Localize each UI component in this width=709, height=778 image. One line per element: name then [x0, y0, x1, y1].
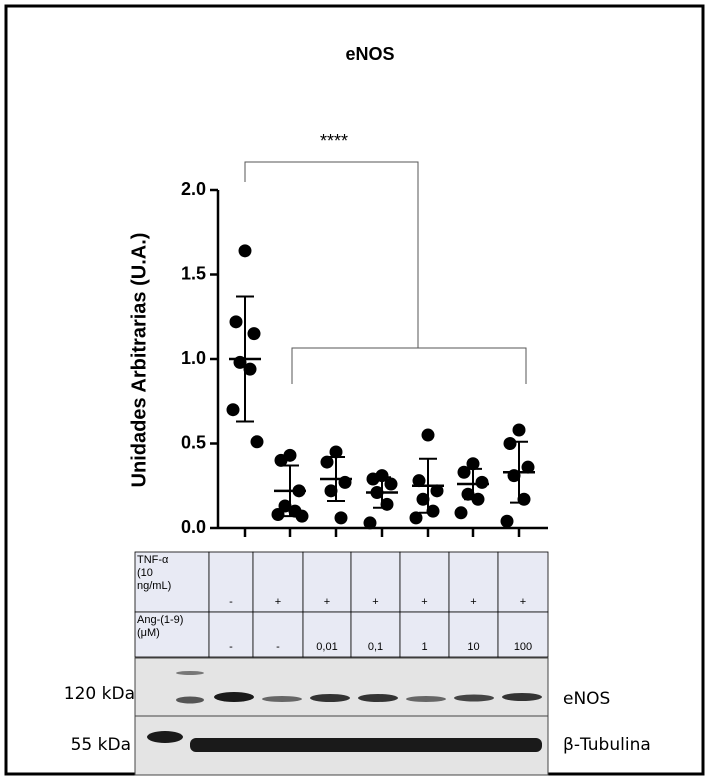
cell-text: 0,01 — [316, 641, 337, 653]
data-point — [251, 435, 264, 448]
data-point — [513, 423, 526, 436]
data-point — [367, 472, 380, 485]
row-label: Ang-(1-9) (μM) — [137, 614, 185, 640]
marker-label: 55 kDa — [71, 735, 131, 755]
protein-label: β-Tubulina — [563, 735, 651, 755]
row-label: TNF-α (10 ng/mL) — [137, 554, 185, 593]
y-tick-label: 1.0 — [181, 348, 206, 368]
row-label-box: TNF-α (10 ng/mL) — [137, 554, 207, 610]
cell-text: + — [470, 596, 476, 608]
data-point — [476, 476, 489, 489]
cell-text: - — [276, 641, 280, 653]
protein-label: eNOS — [563, 689, 610, 709]
data-point — [385, 478, 398, 491]
data-point — [504, 437, 517, 450]
cell-text: 1 — [421, 641, 427, 653]
y-tick-label: 0.5 — [181, 432, 206, 452]
cell-text: 0,1 — [368, 641, 383, 653]
cell-text: 100 — [514, 641, 532, 653]
data-point — [248, 327, 261, 340]
data-point — [458, 466, 471, 479]
cell-text: + — [324, 596, 330, 608]
data-point — [455, 506, 468, 519]
y-axis-label: Unidades Arbitrarias (U.A.) — [128, 233, 150, 488]
cell-text: + — [520, 596, 526, 608]
cell-text: 10 — [467, 641, 479, 653]
data-point — [364, 516, 377, 529]
data-point — [335, 511, 348, 524]
data-point — [239, 244, 252, 257]
data-point — [501, 515, 514, 528]
data-point — [230, 315, 243, 328]
row-label-box: Ang-(1-9) (μM) — [137, 614, 207, 655]
data-point — [272, 508, 285, 521]
figure: eNOS Unidades Arbitrarias (U.A.) **** 12… — [0, 0, 709, 778]
cell-text: + — [372, 596, 378, 608]
cell-text: - — [229, 596, 233, 608]
marker-label: 120 kDa — [64, 684, 135, 704]
y-tick-label: 1.5 — [181, 263, 206, 283]
y-tick-label: 0.0 — [181, 517, 206, 537]
significance-label: **** — [320, 131, 348, 151]
y-tick-label: 2.0 — [181, 179, 206, 199]
cell-text: + — [421, 596, 427, 608]
cell-text: - — [229, 641, 233, 653]
cell-text: + — [275, 596, 281, 608]
data-point — [227, 403, 240, 416]
data-point — [422, 429, 435, 442]
chart-title: eNOS — [345, 44, 394, 64]
